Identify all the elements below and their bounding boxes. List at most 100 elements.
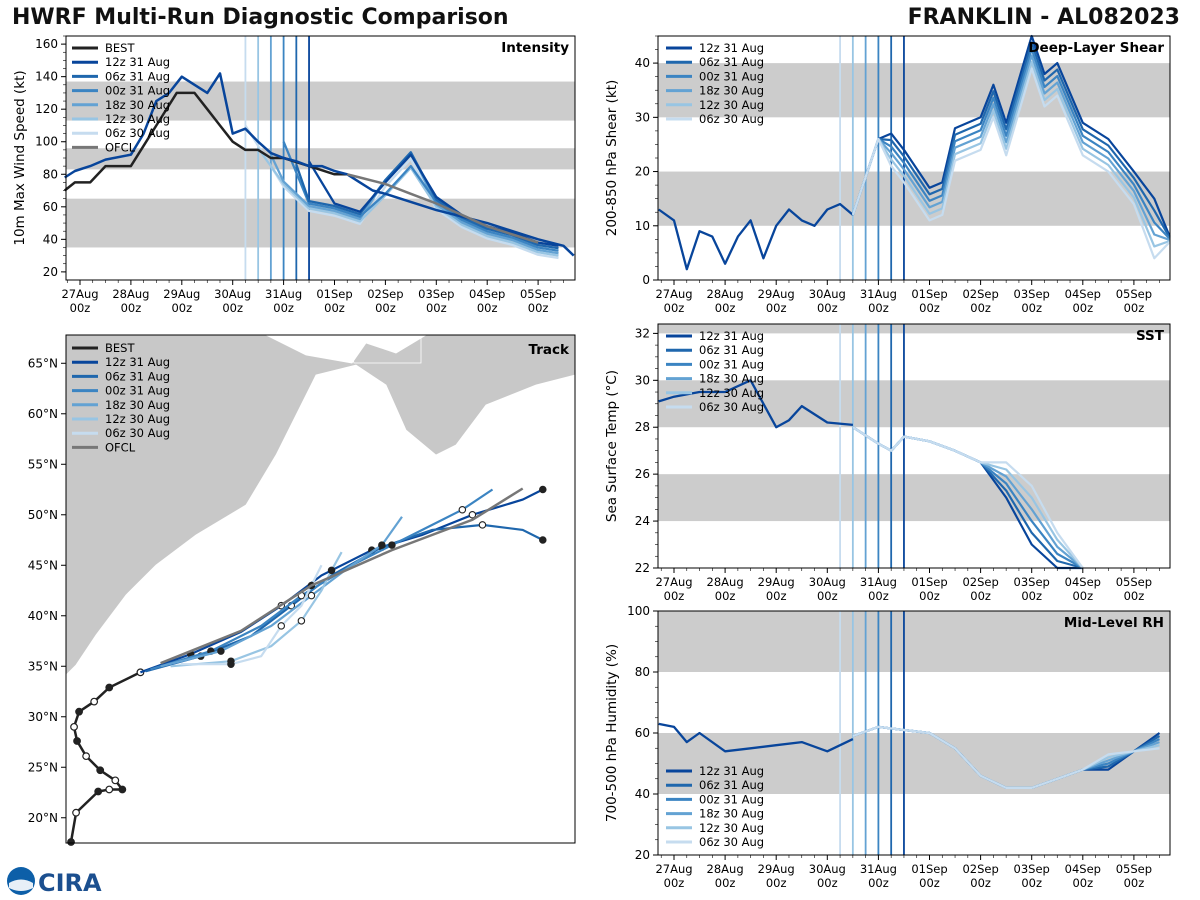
legend-label: 06z 30 Aug bbox=[699, 835, 764, 849]
rh-history bbox=[658, 722, 854, 753]
track-best-point bbox=[73, 737, 81, 745]
x-tick-label: 00z bbox=[919, 301, 940, 315]
x-tick-label: 00z bbox=[324, 301, 345, 315]
x-tick-label: 31Aug bbox=[860, 862, 897, 876]
lat-tick-label: 20°N bbox=[28, 811, 58, 825]
x-tick-label: 02Sep bbox=[962, 575, 998, 589]
panel-title: Intensity bbox=[501, 40, 569, 56]
x-tick-label: 00z bbox=[715, 589, 736, 603]
legend-label: 12z 30 Aug bbox=[699, 386, 764, 400]
lat-tick-label: 25°N bbox=[28, 760, 58, 774]
x-tick-label: 27Aug bbox=[61, 287, 98, 301]
x-tick-label: 00z bbox=[70, 301, 91, 315]
legend-label: 12z 31 Aug bbox=[105, 355, 170, 369]
legend-label: 12z 31 Aug bbox=[699, 329, 764, 343]
x-tick-label: 00z bbox=[1072, 876, 1093, 890]
x-tick-label: 00z bbox=[1124, 876, 1145, 890]
legend-label: 00z 31 Aug bbox=[105, 84, 170, 98]
track-point bbox=[468, 511, 477, 519]
legend-label: 12z 30 Aug bbox=[699, 98, 764, 112]
panel-title: Track bbox=[529, 342, 570, 358]
track-best-point bbox=[105, 785, 114, 794]
y-tick-label: 20 bbox=[635, 165, 650, 179]
x-tick-label: 30Aug bbox=[809, 287, 846, 301]
y-axis-label: 10m Max Wind Speed (kt) bbox=[12, 70, 28, 245]
track-point bbox=[478, 521, 487, 529]
panel-intensity: 2040608010012014016027Aug00z28Aug00z29Au… bbox=[12, 35, 576, 315]
shear-history bbox=[658, 202, 854, 271]
track-ofcl bbox=[160, 487, 524, 665]
lat-tick-label: 30°N bbox=[28, 710, 58, 724]
band bbox=[658, 324, 1170, 334]
track-point bbox=[458, 505, 467, 514]
x-tick-label: 00z bbox=[664, 876, 685, 890]
panel-sst: 22242628303227Aug00z28Aug00z29Aug00z30Au… bbox=[604, 323, 1171, 603]
x-tick-label: 30Aug bbox=[809, 575, 846, 589]
track-point bbox=[539, 536, 547, 544]
x-tick-label: 05Sep bbox=[1116, 287, 1152, 301]
legend-label: 18z 30 Aug bbox=[105, 98, 170, 112]
panel-title: Mid-Level RH bbox=[1064, 615, 1164, 631]
track-best-point bbox=[70, 722, 78, 731]
y-tick-label: 22 bbox=[635, 561, 650, 575]
y-tick-label: 80 bbox=[43, 167, 58, 181]
y-tick-label: 30 bbox=[635, 373, 650, 387]
series-run_12z31 bbox=[64, 72, 575, 257]
track-best-point bbox=[94, 787, 103, 796]
x-tick-label: 30Aug bbox=[214, 287, 251, 301]
y-tick-label: 140 bbox=[35, 70, 58, 84]
x-tick-label: 00z bbox=[1124, 301, 1145, 315]
land-mass bbox=[65, 334, 576, 676]
panel-title: Deep-Layer Shear bbox=[1028, 40, 1164, 56]
y-tick-label: 40 bbox=[635, 56, 650, 70]
x-tick-label: 00z bbox=[375, 301, 396, 315]
track-best-point bbox=[111, 776, 120, 785]
shear-run-run_18z30 bbox=[851, 54, 1171, 241]
legend-label: 12z 30 Aug bbox=[699, 821, 764, 835]
y-tick-label: 28 bbox=[635, 420, 650, 434]
x-tick-label: 00z bbox=[121, 301, 142, 315]
legend-label: 18z 30 Aug bbox=[699, 807, 764, 821]
track-best-point bbox=[75, 707, 83, 716]
band bbox=[658, 474, 1170, 522]
track-point bbox=[327, 566, 336, 575]
band bbox=[658, 380, 1170, 428]
x-tick-label: 00z bbox=[664, 589, 685, 603]
forecast-run-run_06z30 bbox=[244, 124, 559, 260]
track-point bbox=[378, 541, 386, 549]
y-axis-label: 200-850 hPa Shear (kt) bbox=[604, 80, 620, 237]
y-tick-label: 100 bbox=[35, 135, 58, 149]
x-tick-label: 27Aug bbox=[655, 575, 692, 589]
x-tick-label: 01Sep bbox=[316, 287, 352, 301]
x-tick-label: 00z bbox=[970, 876, 991, 890]
lat-tick-label: 65°N bbox=[28, 356, 58, 370]
x-tick-label: 00z bbox=[1072, 301, 1093, 315]
panel-rh: 2040608010027Aug00z28Aug00z29Aug00z30Aug… bbox=[604, 604, 1171, 890]
y-tick-label: 40 bbox=[43, 232, 58, 246]
x-tick-label: 00z bbox=[528, 301, 549, 315]
x-tick-label: 03Sep bbox=[1014, 862, 1050, 876]
y-tick-label: 30 bbox=[635, 110, 650, 124]
map-frame bbox=[65, 334, 576, 844]
x-tick-label: 00z bbox=[1021, 301, 1042, 315]
legend-label: 00z 31 Aug bbox=[699, 357, 764, 371]
y-tick-label: 80 bbox=[635, 665, 650, 679]
x-tick-label: 00z bbox=[1021, 589, 1042, 603]
shear-run-run_00z31 bbox=[851, 47, 1171, 240]
shear-run-run_12z31 bbox=[851, 34, 1171, 238]
track-point bbox=[217, 647, 225, 655]
lat-tick-label: 60°N bbox=[28, 407, 58, 421]
track-best-point bbox=[105, 683, 114, 692]
legend-label: 06z 31 Aug bbox=[699, 343, 764, 357]
legend-label: OFCL bbox=[105, 440, 136, 454]
x-tick-label: 05Sep bbox=[1116, 862, 1152, 876]
band bbox=[658, 63, 1170, 118]
x-tick-label: 00z bbox=[664, 301, 685, 315]
x-tick-label: 00z bbox=[868, 589, 889, 603]
y-tick-label: 26 bbox=[635, 467, 650, 481]
rh-run-run_06z30 bbox=[852, 725, 1160, 790]
forecast-run-run_00z31 bbox=[282, 141, 559, 252]
y-tick-label: 20 bbox=[43, 265, 58, 279]
lat-tick-label: 55°N bbox=[28, 457, 58, 471]
